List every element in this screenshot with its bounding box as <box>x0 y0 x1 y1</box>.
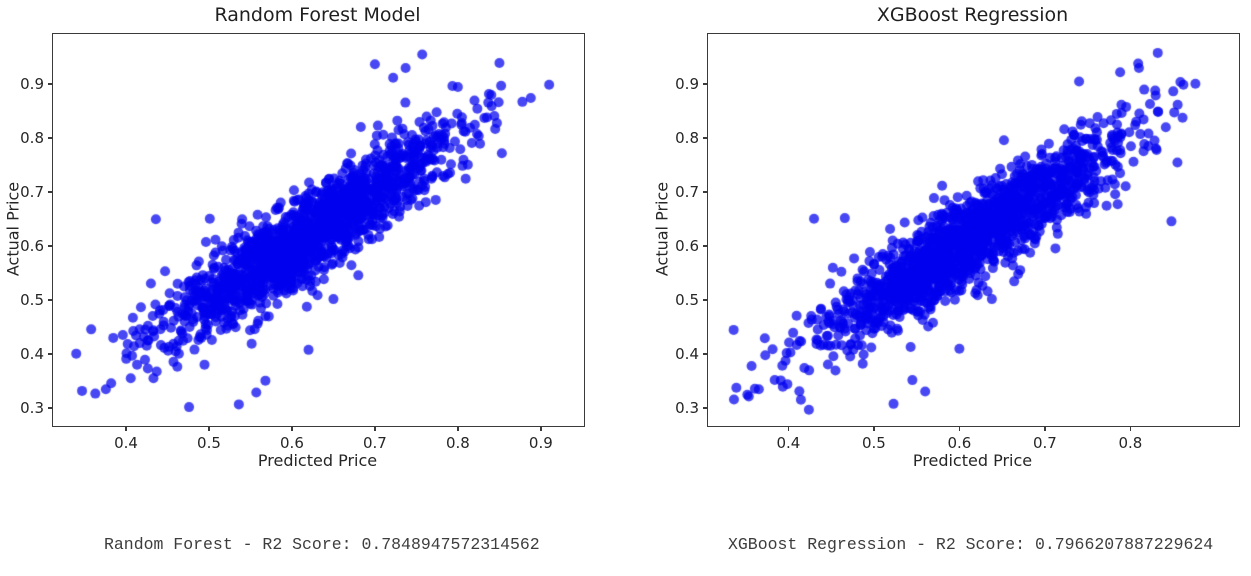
y-tick-label: 0.9 <box>675 75 699 94</box>
y-tick-mark <box>703 407 708 409</box>
x-tick-label: 0.9 <box>528 434 553 452</box>
x-tick-label: 0.7 <box>1032 434 1057 452</box>
x-tick-mark <box>787 426 790 431</box>
x-tick-label: 0.5 <box>197 434 221 452</box>
x-tick-label: 0.4 <box>776 434 801 452</box>
x-tick-mark <box>457 426 459 431</box>
x-tick-label: 0.7 <box>362 434 387 452</box>
y-tick-label: 0.8 <box>675 129 699 148</box>
y-tick-label: 0.5 <box>675 291 699 310</box>
plot-area: 0.4 0.5 0.6 0.7 0.8 0.9 0.3 0.4 0.5 0.6 0.7 0.8 0.9 <box>20 33 585 452</box>
metrics-text-block: Random Forest - R2 Score: 0.784894757231… <box>104 501 550 576</box>
plot-area: 0.4 0.5 0.6 0.7 0.8 0.3 0.4 0.5 0.6 0.7 0.8 0.9 <box>675 33 1240 452</box>
scatter-points-canvas <box>53 34 584 426</box>
x-tick-mark <box>540 426 542 431</box>
y-tick-mark <box>48 407 53 409</box>
y-axis-label: Actual Price <box>652 181 672 277</box>
x-tick-mark <box>958 426 961 431</box>
x-tick-mark <box>125 426 127 431</box>
x-tick-label: 0.5 <box>861 434 886 452</box>
y-tick-mark <box>48 299 53 301</box>
y-tick-mark <box>48 245 53 247</box>
y-tick-label: 0.4 <box>20 345 44 364</box>
x-tick-mark <box>291 426 293 431</box>
y-tick-mark <box>703 245 708 247</box>
y-tick-mark <box>48 353 53 355</box>
y-tick-mark <box>48 137 53 139</box>
metric-line-r2: Random Forest - R2 Score: 0.784894757231… <box>104 535 540 555</box>
y-tick-mark <box>48 191 53 193</box>
scatter-points-canvas <box>708 34 1239 426</box>
y-tick-label: 0.6 <box>20 237 44 256</box>
x-tick-mark <box>1129 426 1132 431</box>
chart-title: XGBoost Regression <box>876 4 1069 26</box>
x-tick-label: 0.6 <box>280 434 304 452</box>
y-tick-mark <box>703 299 708 301</box>
y-tick-label: 0.3 <box>20 399 44 418</box>
y-tick-label: 0.5 <box>20 291 44 310</box>
x-tick-mark <box>374 426 376 431</box>
y-tick-label: 0.3 <box>675 399 699 418</box>
x-tick-label: 0.4 <box>114 434 138 452</box>
y-tick-mark <box>703 83 708 85</box>
x-tick-mark <box>208 426 210 431</box>
x-axis-label: Predicted Price <box>257 451 378 470</box>
y-tick-mark <box>703 191 708 193</box>
metric-line-r2: XGBoost Regression - R2 Score: 0.7966207… <box>728 535 1214 555</box>
x-tick-mark <box>1044 426 1046 431</box>
x-tick-mark <box>873 426 875 431</box>
y-tick-label: 0.7 <box>20 183 44 202</box>
y-tick-label: 0.7 <box>675 183 699 202</box>
y-tick-label: 0.8 <box>20 129 44 148</box>
y-tick-label: 0.4 <box>675 345 699 364</box>
x-axis-label: Predicted Price <box>912 451 1033 470</box>
y-tick-mark <box>703 353 708 355</box>
y-tick-mark <box>703 137 708 139</box>
x-tick-label: 0.6 <box>947 434 972 452</box>
metrics-text-block: XGBoost Regression - R2 Score: 0.7966207… <box>728 501 1213 576</box>
y-tick-label: 0.9 <box>20 75 44 94</box>
x-tick-label: 0.8 <box>1118 434 1143 452</box>
chart-title: Random Forest Model <box>214 4 421 26</box>
y-tick-label: 0.6 <box>675 237 699 256</box>
x-tick-label: 0.8 <box>445 434 470 452</box>
y-tick-mark <box>48 83 53 85</box>
